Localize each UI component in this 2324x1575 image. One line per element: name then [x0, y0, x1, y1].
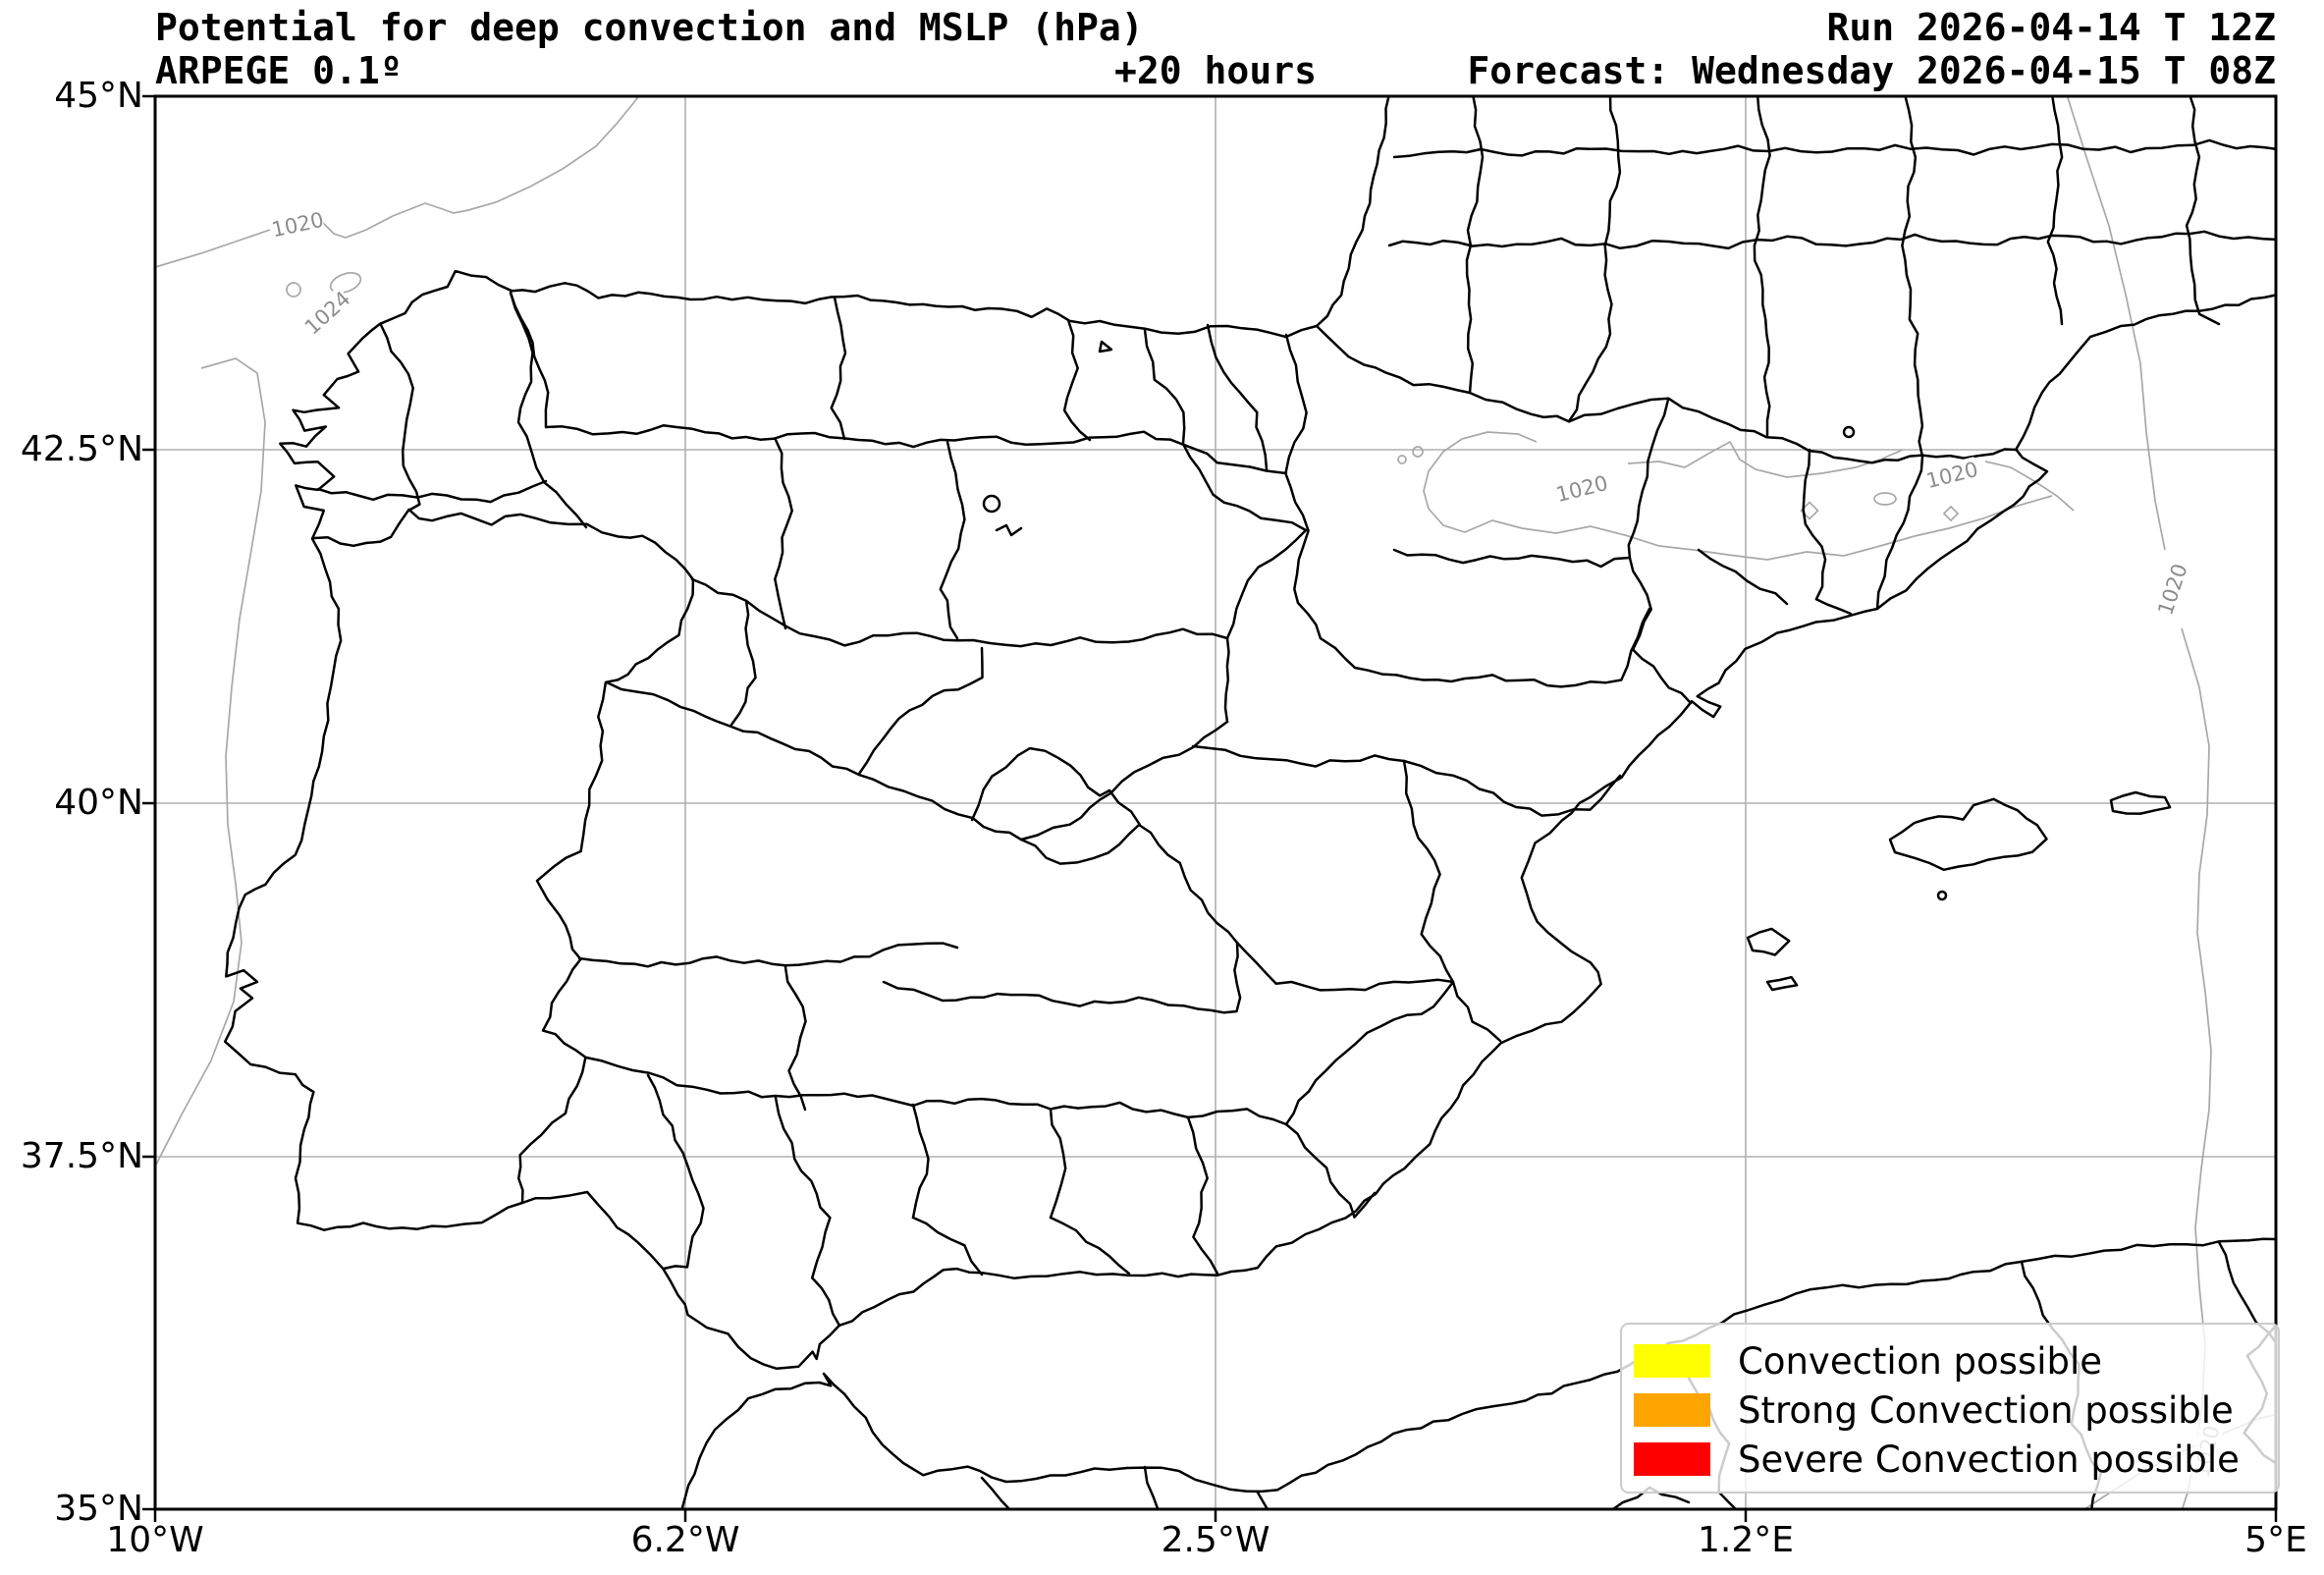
svg-text:1020: 1020 [2153, 561, 2191, 618]
legend-item-convection: Convection possible [1634, 1340, 2102, 1383]
xtick-2-5w: 2.5°W [1161, 1520, 1270, 1560]
latlon-gridlines [155, 96, 2276, 1509]
forecast-valid-label: Forecast: Wednesday 2026-04-15 T 08Z [1467, 49, 2276, 92]
convection-swatch [1634, 1344, 1710, 1378]
isobar-label: 1020 [1923, 457, 1980, 493]
legend-label: Severe Convection possible [1738, 1438, 2240, 1481]
axis-tick-marks [142, 94, 2278, 1522]
xtick-1-2e: 1.2°E [1698, 1520, 1794, 1560]
xtick-10w: 10°W [106, 1520, 204, 1560]
isobar-label: 1020 [1553, 470, 1610, 507]
ytick-42-5n: 42.5°N [20, 429, 143, 469]
model-run-label: Run 2026-04-14 T 12Z [1826, 6, 2276, 49]
model-name-label: ARPEGE 0.1º [155, 49, 403, 92]
chart-title: Potential for deep convection and MSLP (… [155, 6, 1144, 49]
svg-text:1020: 1020 [1553, 471, 1610, 507]
isobar-label: 1024 [299, 286, 355, 340]
legend-item-severe-convection: Severe Convection possible [1634, 1439, 2240, 1481]
coastline-and-borders [223, 96, 2276, 1509]
legend: Convection possible Strong Convection po… [1620, 1323, 2280, 1494]
isobar-labels: 102010241020102010201020 [270, 206, 2224, 1480]
svg-text:1020: 1020 [270, 208, 326, 243]
legend-label: Convection possible [1738, 1339, 2103, 1383]
ytick-37-5n: 37.5°N [20, 1136, 143, 1176]
svg-text:1024: 1024 [300, 287, 355, 340]
ytick-35n: 35°N [54, 1489, 143, 1529]
isobar-label: 1020 [270, 206, 326, 243]
xtick-5e: 5°E [2244, 1520, 2307, 1560]
strong-convection-swatch [1634, 1393, 1710, 1427]
lead-time-label: +20 hours [1114, 49, 1317, 92]
severe-convection-swatch [1634, 1442, 1710, 1476]
svg-text:1020: 1020 [1923, 458, 1980, 493]
legend-label: Strong Convection possible [1738, 1388, 2234, 1432]
legend-item-strong-convection: Strong Convection possible [1634, 1389, 2234, 1432]
ytick-40n: 40°N [54, 783, 143, 823]
ytick-45n: 45°N [54, 76, 143, 116]
isobar-label: 1020 [2152, 561, 2192, 618]
xtick-6-2w: 6.2°W [630, 1520, 740, 1560]
